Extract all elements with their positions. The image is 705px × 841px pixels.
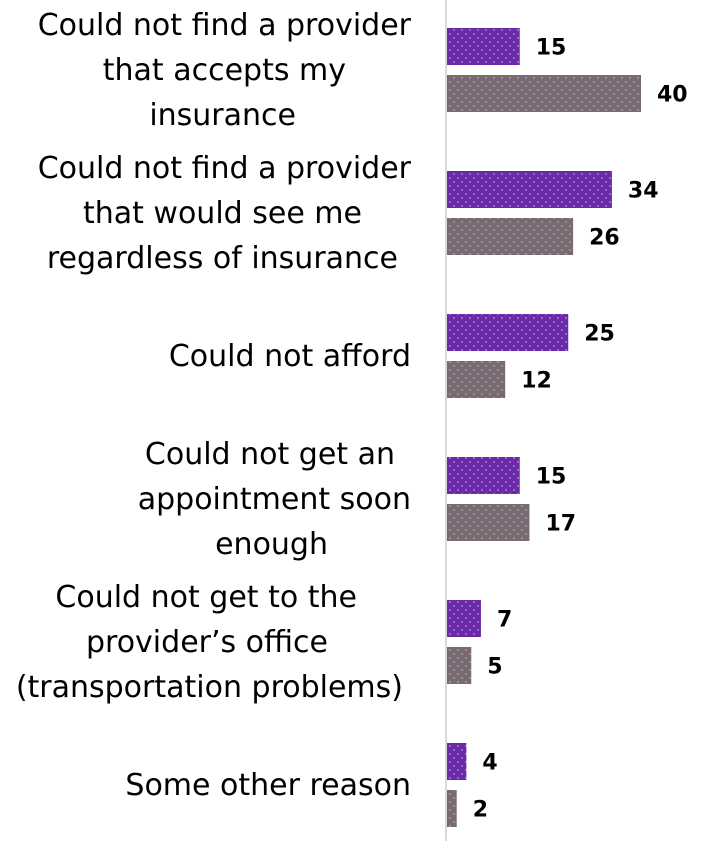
data-label: 7 bbox=[497, 608, 512, 633]
bar-series-a bbox=[447, 314, 569, 351]
category-label: (transportation problems) bbox=[16, 670, 403, 705]
bar-series-b bbox=[447, 361, 506, 398]
category-label: provider’s office bbox=[86, 625, 328, 660]
category-labels: Could not find a provider that accepts my… bbox=[16, 8, 412, 803]
category-label: that accepts my bbox=[103, 53, 346, 88]
category-label: insurance bbox=[149, 98, 296, 133]
category-label: Could not afford bbox=[169, 339, 411, 374]
category-label: appointment soon bbox=[138, 482, 411, 517]
bar-series-a bbox=[447, 28, 520, 65]
data-label: 17 bbox=[545, 512, 576, 537]
data-label: 15 bbox=[536, 36, 567, 61]
data-label: 34 bbox=[628, 179, 659, 204]
data-label: 26 bbox=[589, 226, 620, 251]
bar-series-a bbox=[447, 600, 481, 637]
data-label: 25 bbox=[584, 322, 615, 347]
bar-series-a bbox=[447, 171, 612, 208]
bar-series-a bbox=[447, 743, 467, 780]
data-label: 2 bbox=[473, 798, 488, 823]
data-label: 15 bbox=[536, 465, 567, 490]
data-labels: 15 34 25 15 7 4 40 26 12 17 5 2 bbox=[473, 36, 688, 823]
category-label: that would see me bbox=[83, 196, 362, 231]
category-label: regardless of insurance bbox=[47, 241, 398, 276]
bar-series-b bbox=[447, 218, 574, 255]
data-label: 4 bbox=[482, 751, 497, 776]
bar-series-b bbox=[447, 790, 457, 827]
data-label: 40 bbox=[657, 83, 688, 108]
category-label: enough bbox=[215, 527, 328, 562]
bar-series-b bbox=[447, 647, 472, 684]
bars bbox=[447, 28, 641, 827]
category-label: Could not find a provider bbox=[38, 8, 412, 43]
category-label: Could not find a provider bbox=[38, 151, 412, 186]
data-label: 12 bbox=[521, 369, 552, 394]
category-label: Some other reason bbox=[125, 768, 411, 803]
bar-series-b bbox=[447, 75, 641, 112]
category-label: Could not get to the bbox=[55, 580, 357, 615]
category-label: Could not get an bbox=[145, 437, 395, 472]
data-label: 5 bbox=[487, 655, 502, 680]
bar-series-a bbox=[447, 457, 520, 494]
bar-series-b bbox=[447, 504, 530, 541]
